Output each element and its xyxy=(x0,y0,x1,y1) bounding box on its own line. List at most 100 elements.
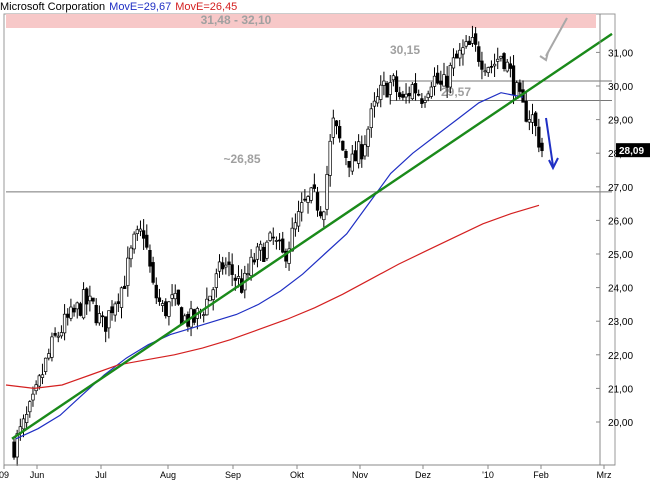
candle-body xyxy=(436,72,440,84)
candle-body xyxy=(116,301,120,304)
candle-body xyxy=(442,74,446,87)
candle-body xyxy=(353,150,358,162)
candle-body xyxy=(290,227,294,252)
candle-body xyxy=(123,285,127,289)
candle-body xyxy=(401,94,405,98)
y-tick-label: 20,00 xyxy=(608,418,633,429)
x-tick-label: '10 xyxy=(482,470,494,480)
legend-ma-slow: MovE=26,45 xyxy=(175,1,238,13)
candle-body xyxy=(486,67,490,73)
candle-body xyxy=(407,92,411,97)
y-tick-label: 21,00 xyxy=(608,384,633,395)
candle-body xyxy=(534,112,538,127)
candle-body xyxy=(97,313,102,324)
candle-body xyxy=(369,108,373,128)
candle-body xyxy=(274,240,279,242)
candle-body xyxy=(325,174,329,210)
candle-body xyxy=(271,236,275,239)
candle-body xyxy=(439,80,443,85)
candle-body xyxy=(451,57,456,69)
candle-body xyxy=(179,307,184,326)
candle-body xyxy=(148,249,152,267)
candle-body xyxy=(303,198,307,201)
candle-body xyxy=(287,248,291,264)
candle-body xyxy=(496,58,500,62)
level-label: ~26,85 xyxy=(223,152,260,166)
candle-body xyxy=(78,303,83,316)
candle-body xyxy=(227,261,231,265)
candle-body xyxy=(489,65,494,68)
candle-body xyxy=(423,100,427,103)
candle-body xyxy=(309,187,313,201)
candle-body xyxy=(66,313,70,318)
candle-body xyxy=(94,305,98,324)
candle-body xyxy=(277,239,282,242)
y-tick-label: 25,00 xyxy=(608,250,633,261)
candle-body xyxy=(236,276,241,279)
candle-body xyxy=(12,441,16,458)
candle-body xyxy=(467,40,471,45)
legend-ma-fast: MovE=29,67 xyxy=(109,1,172,13)
last-price-box xyxy=(616,143,650,158)
candle-body xyxy=(420,98,424,104)
candle-body xyxy=(129,247,133,260)
candle-body xyxy=(230,264,234,275)
candle-body xyxy=(382,80,386,86)
candle-body xyxy=(85,288,89,305)
candle-body xyxy=(363,144,367,157)
y-tick-label: 24,00 xyxy=(608,284,633,295)
candle-body xyxy=(47,353,51,359)
candle-body xyxy=(426,93,430,98)
candle-body xyxy=(62,313,67,334)
candle-body xyxy=(208,295,212,302)
x-tick-label: Feb xyxy=(533,470,549,480)
candle-body xyxy=(43,357,48,372)
candle-body xyxy=(72,307,76,313)
candle-body xyxy=(246,273,250,276)
candle-body xyxy=(524,100,528,122)
candle-body xyxy=(356,141,361,164)
candle-body xyxy=(176,289,181,305)
candle-body xyxy=(81,289,86,319)
candle-body xyxy=(502,53,506,69)
candle-body xyxy=(331,117,335,138)
candle-body xyxy=(145,234,149,248)
candle-body xyxy=(265,241,269,259)
candle-body xyxy=(255,246,260,260)
candle-body xyxy=(56,335,60,338)
candle-body xyxy=(540,142,544,152)
candle-body xyxy=(464,41,468,47)
candle-body xyxy=(429,86,433,97)
candle-body xyxy=(249,256,253,276)
candle-body xyxy=(530,114,535,123)
candle-body xyxy=(413,83,418,94)
candle-body xyxy=(119,287,124,308)
trendline xyxy=(11,32,613,440)
blue-down-arrow-shaft xyxy=(545,117,554,167)
candle-body xyxy=(135,229,139,234)
candle-body xyxy=(91,297,95,302)
candle-body xyxy=(40,374,45,378)
candle-body xyxy=(31,393,35,401)
candle-body xyxy=(366,128,370,147)
chart-title: Microsoft Corporation xyxy=(0,1,106,13)
candle-body xyxy=(458,49,462,59)
x-tick-label: Dez xyxy=(415,470,432,480)
candle-body xyxy=(505,61,509,72)
candle-body xyxy=(347,161,351,168)
candle-body xyxy=(448,65,452,88)
candle-body xyxy=(224,264,228,268)
chart-header: Microsoft Corporation MovE=29,67 MovE=26,4… xyxy=(0,0,241,14)
candle-body xyxy=(470,37,475,44)
candle-body xyxy=(417,93,421,96)
candle-body xyxy=(315,192,320,211)
candle-body xyxy=(391,75,396,81)
candle-body xyxy=(75,302,79,310)
candle-body xyxy=(410,84,415,100)
candle-body xyxy=(151,262,155,283)
candle-body xyxy=(312,184,317,189)
level-label: 29,57 xyxy=(441,85,471,99)
candle-body xyxy=(28,401,32,413)
candle-body xyxy=(483,70,487,73)
candle-body xyxy=(379,84,383,100)
